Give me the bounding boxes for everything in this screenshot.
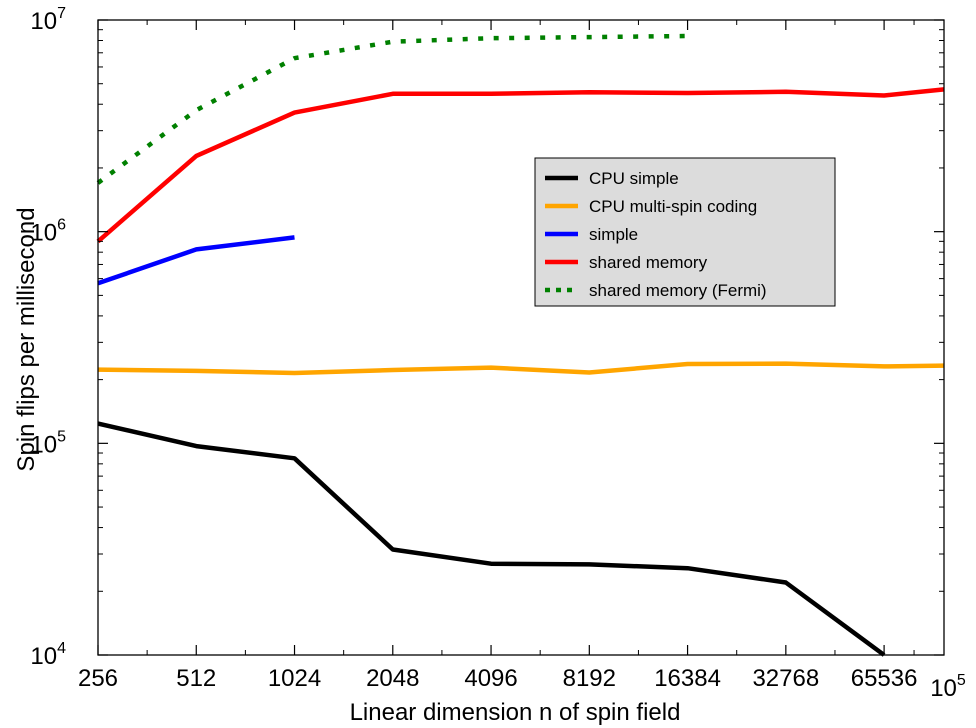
legend-label-2: simple xyxy=(589,225,638,244)
y-tick-label-2: 106 xyxy=(30,217,66,247)
y-tick-label-3: 107 xyxy=(30,5,66,35)
legend: CPU simple CPU multi-spin coding simple sha… xyxy=(534,157,836,307)
x-tick-label-7: 32768 xyxy=(752,665,819,692)
x-end-label-base: 10 xyxy=(930,675,957,702)
series-line-2 xyxy=(97,235,295,286)
x-end-label: 105 xyxy=(930,672,966,702)
y-tick-label-base-0: 10 xyxy=(30,643,57,670)
y-tick-label-base-2: 10 xyxy=(30,220,57,247)
series-line-3 xyxy=(96,87,945,244)
tick-labels: 256 512 1024 2048 4096 8192 16384 32768 65536 105… xyxy=(30,5,966,702)
x-tick-label-6: 16384 xyxy=(654,665,721,692)
x-end-label-exp: 5 xyxy=(957,672,966,689)
y-tick-label-exp-3: 7 xyxy=(57,5,66,22)
y-tick-label-exp-0: 4 xyxy=(57,640,66,657)
y-axis-title: Spin flips per millisecond xyxy=(13,207,40,471)
series-line-0 xyxy=(97,421,886,657)
legend-label-0: CPU simple xyxy=(589,169,679,188)
axes-layer xyxy=(97,19,945,656)
y-tick-label-0: 104 xyxy=(30,640,66,670)
legend-label-3: shared memory xyxy=(589,253,708,272)
x-tick-label-8: 65536 xyxy=(851,665,918,692)
legend-box xyxy=(534,157,836,307)
x-tick-label-5: 8192 xyxy=(563,665,616,692)
legend-label-1: CPU multi-spin coding xyxy=(589,197,757,216)
x-tick-label-2: 1024 xyxy=(268,665,321,692)
x-tick-label-1: 512 xyxy=(176,665,216,692)
x-axis-title: Linear dimension n of spin field xyxy=(350,699,681,726)
x-tick-label-4: 4096 xyxy=(464,665,517,692)
y-tick-label-1: 105 xyxy=(30,428,66,458)
legend-label-4: shared memory (Fermi) xyxy=(589,281,767,300)
x-tick-label-3: 2048 xyxy=(366,665,419,692)
series-layer xyxy=(96,33,945,657)
y-tick-label-exp-1: 5 xyxy=(57,428,66,445)
x-tick-label-0: 256 xyxy=(78,665,118,692)
series-line-4 xyxy=(96,33,688,185)
y-tick-label-base-3: 10 xyxy=(30,8,57,35)
y-tick-label-exp-2: 6 xyxy=(57,217,66,234)
plot-frame xyxy=(97,19,945,656)
series-line-1 xyxy=(97,361,945,376)
y-tick-label-base-1: 10 xyxy=(30,431,57,458)
